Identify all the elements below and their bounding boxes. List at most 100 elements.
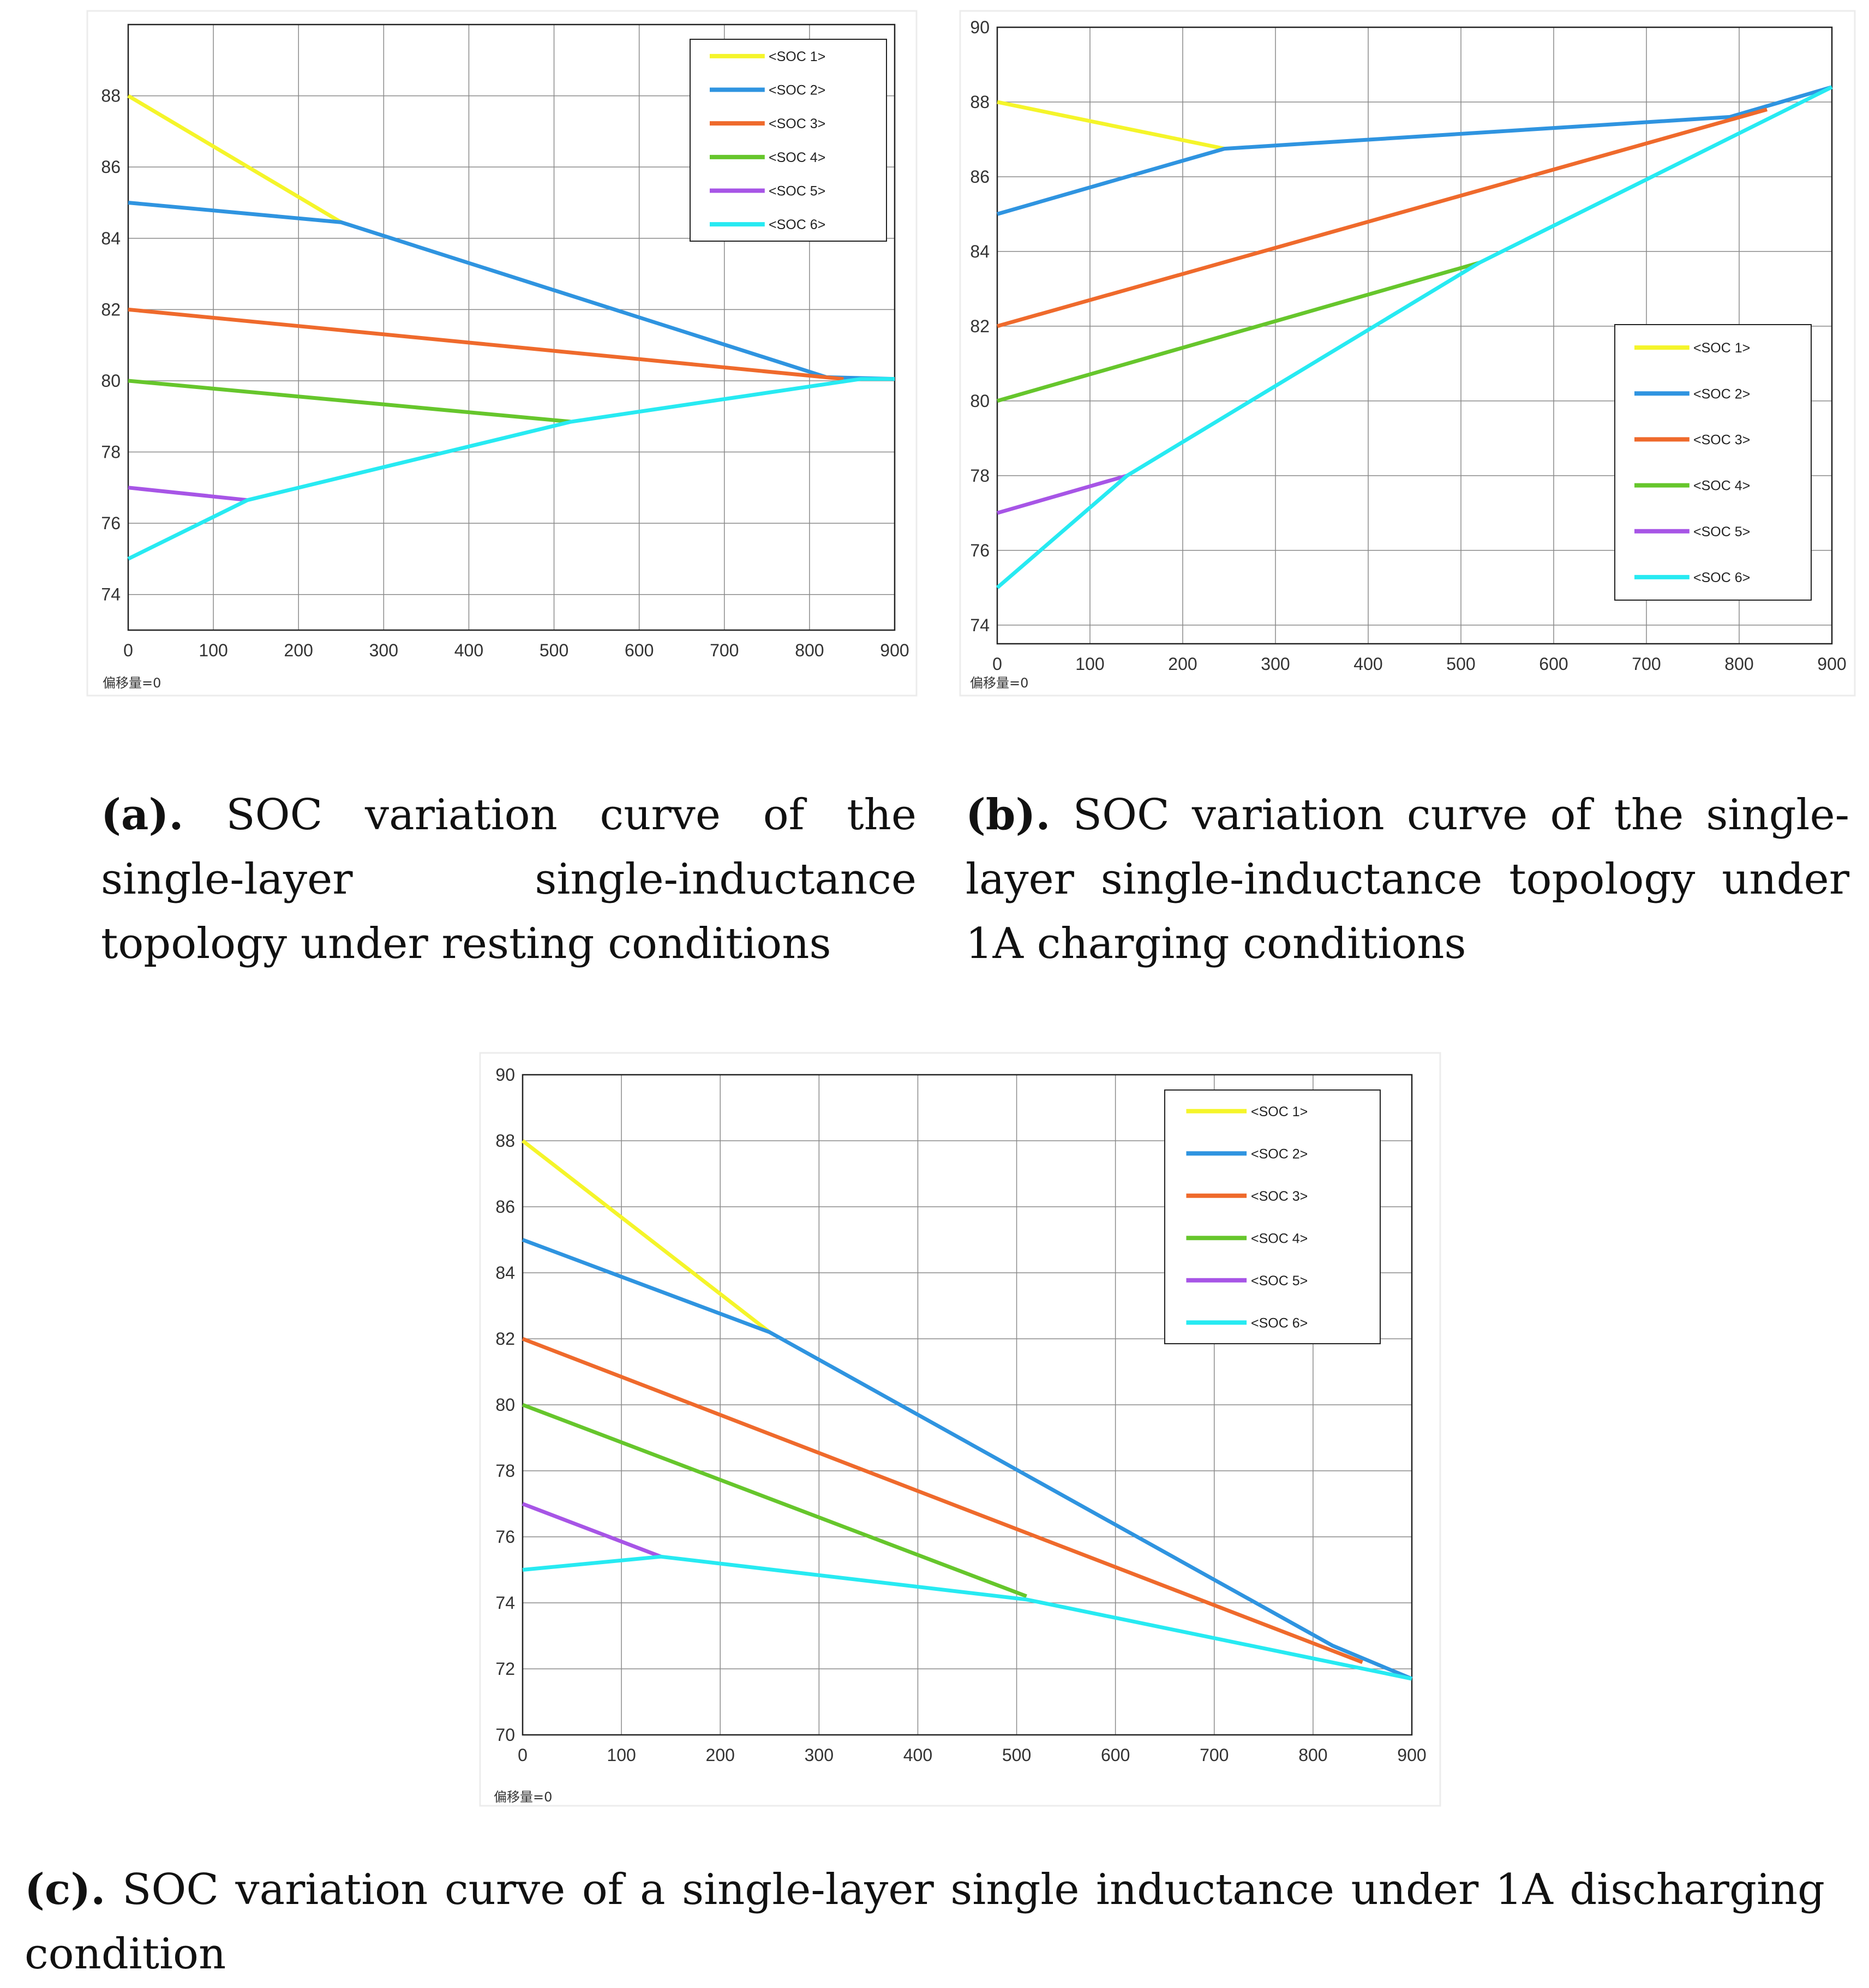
legend-label-soc-3: <SOC 3> [1693,432,1750,447]
y-tick-label: 76 [495,1527,515,1547]
offset-label: 偏移量=0 [970,675,1028,691]
legend-label-soc-5: <SOC 5> [769,184,825,199]
caption-b-text: SOC variation curve of the single-layer … [966,791,1849,968]
series-line-soc-5 [997,474,1128,515]
axes-frame [996,26,1833,645]
caption-a: (a). SOC variation curve of the single-l… [101,783,916,976]
y-tick-label: 90 [970,17,990,37]
legend-label-soc-6: <SOC 6> [1251,1315,1308,1331]
series-line-soc-1 [127,94,343,224]
axes-frame [127,23,896,631]
x-tick-label: 300 [805,1745,834,1765]
offset-label: 偏移量=0 [103,675,161,691]
y-tick-label: 78 [101,442,121,462]
series-line-soc-6 [996,85,1833,589]
x-tick-label: 200 [284,640,313,660]
chart-panel-c: 0 100 200 300 400 500 600 700 800 900 70 72 74 76 78 80… [479,1052,1441,1807]
y-tick-label: 82 [101,300,121,319]
chart-a: 0 100 200 300 400 500 600 700 800 900 74 76 78 80 82 84… [86,10,918,697]
legend-label-soc-3: <SOC 3> [769,116,825,131]
series-line-soc-4 [997,261,1480,403]
series-line-soc-3 [128,307,844,381]
legend-label-soc-1: <SOC 1> [1251,1104,1308,1119]
y-tick-label: 80 [101,371,121,391]
legend-label-soc-5: <SOC 5> [1693,524,1750,540]
chart-c: 0 100 200 300 400 500 600 700 800 900 70 72 74 76 78 80… [479,1052,1441,1807]
legend-label-soc-6: <SOC 6> [1693,570,1750,585]
y-tick-label: 82 [970,316,990,336]
caption-c-tag: (c). [25,1865,106,1914]
y-tick-label: 74 [970,615,990,635]
series-line-soc-3 [997,107,1768,328]
y-tick-label: 84 [495,1263,515,1283]
y-tick-label: 80 [970,391,990,411]
x-tick-label: 800 [1298,1745,1327,1765]
x-tick-label: 400 [454,640,483,660]
x-tick-label: 0 [992,654,1002,674]
caption-b-tag: (b). [966,790,1051,840]
series-line-soc-3 [522,1337,1363,1664]
legend-label-soc-2: <SOC 2> [769,83,825,98]
chart-panel-b: 0 100 200 300 400 500 600 700 800 900 74 76 78 80 82 84… [959,10,1856,698]
legend-label-soc-2: <SOC 2> [1693,386,1750,402]
series-line-soc-2 [522,1238,1413,1681]
y-tick-label: 84 [970,242,990,261]
y-tick-label: 86 [101,157,121,177]
x-tick-label: 500 [540,640,568,660]
x-tick-label: 100 [1075,654,1104,674]
x-tick-label: 700 [1200,1745,1229,1765]
chart-b: 0 100 200 300 400 500 600 700 800 900 74 76 78 80 82 84… [959,10,1856,697]
y-tick-label: 78 [970,466,990,486]
series-line-soc-5 [128,486,248,502]
x-tick-label: 600 [625,640,654,660]
x-tick-label: 500 [1446,654,1475,674]
caption-b: (b). SOC variation curve of the single-l… [966,783,1849,976]
y-tick-label: 90 [495,1065,515,1085]
x-tick-label: 300 [1261,654,1290,674]
series-line-soc-1 [521,1139,771,1334]
y-tick-label: 82 [495,1329,515,1349]
offset-label: 偏移量=0 [494,1789,552,1805]
series-line-soc-5 [522,1502,662,1559]
caption-a-text: SOC variation curve of the single-layer … [101,791,916,968]
y-tick-label: 88 [970,92,990,112]
series-line-soc-4 [522,1403,1027,1598]
x-tick-label: 900 [880,640,909,660]
series-line-soc-2 [997,85,1832,216]
legend-label-soc-4: <SOC 4> [1251,1231,1308,1246]
legend-label-soc-2: <SOC 2> [1251,1146,1308,1161]
x-tick-label: 800 [795,640,824,660]
x-tick-label: 0 [518,1745,528,1765]
x-tick-label: 600 [1101,1745,1130,1765]
y-tick-label: 88 [101,86,121,106]
legend-label-soc-4: <SOC 4> [1693,478,1750,494]
x-tick-label: 900 [1817,654,1846,674]
x-tick-label: 500 [1002,1745,1031,1765]
y-tick-label: 80 [495,1395,515,1415]
x-tick-label: 0 [123,640,133,660]
x-tick-label: 600 [1539,654,1568,674]
chart-panel-a: 0 100 200 300 400 500 600 700 800 900 74 76 78 80 82 84… [86,10,918,698]
y-tick-label: 76 [970,541,990,560]
series-line-soc-4 [128,379,572,424]
series-line-soc-6 [127,377,895,561]
x-tick-label: 300 [369,640,398,660]
legend-label-soc-5: <SOC 5> [1251,1273,1308,1289]
x-tick-label: 400 [1353,654,1382,674]
series-line-soc-1 [997,100,1225,151]
caption-a-tag: (a). [101,790,184,840]
legend-label-soc-1: <SOC 1> [1693,340,1750,356]
y-tick-label: 74 [495,1593,515,1613]
legend-label-soc-3: <SOC 3> [1251,1189,1308,1204]
x-tick-label: 700 [710,640,739,660]
y-tick-label: 72 [495,1659,515,1679]
y-tick-label: 78 [495,1461,515,1481]
legend-box [1164,1089,1381,1344]
caption-c: (c). SOC variation curve of a single-lay… [25,1858,1825,1986]
x-tick-label: 400 [903,1745,932,1765]
legend-box [1614,324,1812,601]
series-line-soc-6 [522,1554,1412,1681]
y-tick-label: 86 [495,1197,515,1217]
x-tick-label: 800 [1724,654,1753,674]
x-tick-label: 200 [1168,654,1197,674]
